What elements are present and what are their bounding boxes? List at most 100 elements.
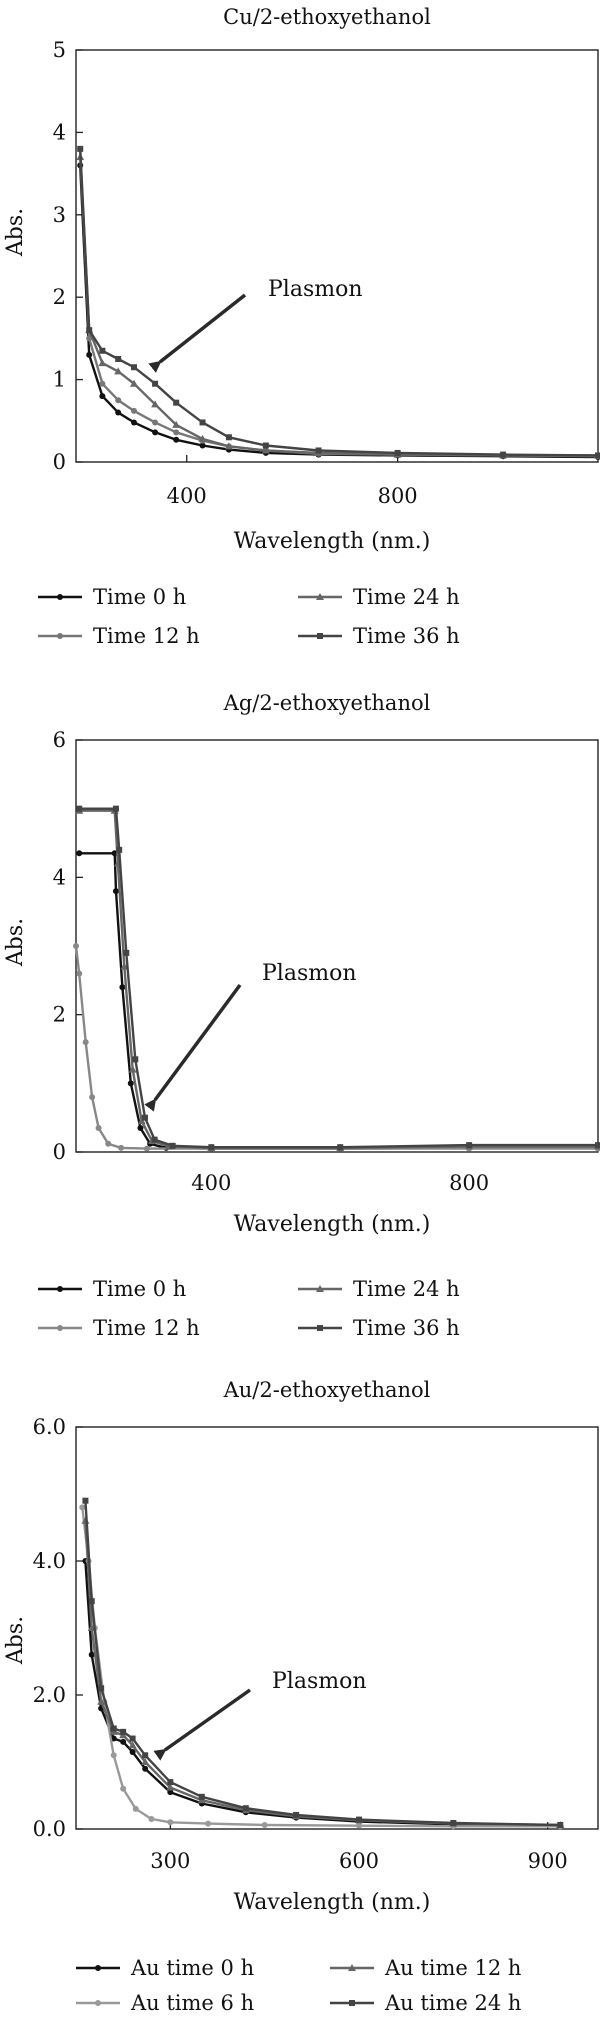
plasmon-annotation: Plasmon <box>262 961 357 986</box>
data-point <box>225 434 232 441</box>
data-point <box>152 419 159 426</box>
data-point <box>450 1819 457 1826</box>
data-point <box>141 1114 148 1121</box>
legend-label: Time 12 h <box>93 624 200 648</box>
series-1 <box>76 850 600 1152</box>
y-tick-label: 5 <box>53 38 66 62</box>
y-tick-label: 6.0 <box>33 1415 66 1439</box>
x-tick-label: 900 <box>528 1849 568 1873</box>
series-2 <box>77 145 600 460</box>
chart-legend: Time 0 h Time 24 h Time 12 h Time 36 h <box>38 585 460 648</box>
y-tick-label: 1 <box>53 368 66 392</box>
y-tick-label: 4 <box>53 865 66 889</box>
data-point <box>120 1728 127 1735</box>
data-point <box>123 949 130 956</box>
series-line <box>79 148 599 458</box>
legend-item: Au time 6 h <box>76 1991 254 2015</box>
data-point <box>99 347 106 354</box>
data-point <box>132 1056 139 1063</box>
series-line <box>84 1500 561 1827</box>
y-tick-label: 3 <box>53 203 66 227</box>
legend-marker <box>57 1325 63 1331</box>
legend-label: Time 0 h <box>93 1277 186 1301</box>
x-axis-label: Wavelength (nm.) <box>234 1890 431 1915</box>
legend-item: Au time 12 h <box>330 1956 521 1980</box>
series-1 <box>77 162 600 461</box>
data-point <box>173 429 180 436</box>
data-point <box>141 1758 150 1765</box>
series-line <box>79 148 599 457</box>
data-point <box>112 805 119 812</box>
data-point <box>110 1752 117 1759</box>
series-line <box>79 807 598 1149</box>
chart-panel-1: Cu/2-ethoxyethanol 0 1 2 3 4 5 400 800 Wavelength… <box>3 5 600 648</box>
data-point <box>152 429 159 436</box>
legend-label: Au time 6 h <box>130 1991 254 2015</box>
plasmon-arrow <box>148 293 247 373</box>
data-point <box>76 850 83 857</box>
data-point <box>205 1820 212 1827</box>
data-point <box>137 1124 144 1131</box>
x-tick-label: 400 <box>167 484 207 508</box>
series-4 <box>76 805 600 1151</box>
legend-item: Time 12 h <box>38 1316 200 1340</box>
data-point <box>199 419 206 426</box>
x-tick-label: 400 <box>191 1171 231 1195</box>
y-tick-label: 4 <box>53 120 66 144</box>
y-tick-label: 0 <box>53 450 66 474</box>
legend-item: Time 12 h <box>38 624 200 648</box>
data-point <box>169 1142 176 1149</box>
data-point <box>76 805 83 812</box>
chart-panel-2: Ag/2-ethoxyethanol 0 2 4 6 400 800 Wavelength (… <box>3 691 600 1340</box>
data-point <box>76 970 83 977</box>
legend-marker <box>57 633 63 639</box>
legend-item: Time 24 h <box>298 1277 460 1301</box>
data-point <box>88 1651 95 1658</box>
series-line <box>79 852 598 1150</box>
data-point <box>208 1144 215 1151</box>
plot-frame <box>75 739 599 1153</box>
data-point <box>172 420 181 428</box>
x-tick-label: 300 <box>150 1849 190 1873</box>
data-point <box>127 1080 134 1087</box>
data-point <box>142 1752 149 1759</box>
data-point <box>115 409 122 416</box>
data-point <box>242 1805 249 1812</box>
data-point <box>148 1815 155 1822</box>
y-tick-label: 2.0 <box>33 1683 66 1707</box>
data-point <box>88 1598 95 1605</box>
chart-legend: Time 0 h Time 24 h Time 12 h Time 36 h <box>38 1277 460 1340</box>
legend-label: Time 24 h <box>353 585 460 609</box>
y-axis-label: Abs. <box>3 918 28 967</box>
legend-item: Au time 24 h <box>330 1991 521 2015</box>
data-point <box>394 449 401 456</box>
y-axis-label: Abs. <box>3 1616 28 1665</box>
legend-label: Time 36 h <box>353 1316 460 1340</box>
series-4 <box>82 1497 564 1828</box>
data-point <box>337 1144 344 1151</box>
x-tick-label: 600 <box>339 1849 379 1873</box>
data-point <box>557 1821 564 1828</box>
data-point <box>115 356 122 362</box>
data-point <box>82 1497 89 1504</box>
data-point <box>131 419 137 426</box>
data-point <box>293 1811 300 1818</box>
chart-title: Cu/2-ethoxyethanol <box>223 5 431 29</box>
data-point <box>261 1821 268 1828</box>
data-point <box>152 380 159 387</box>
data-point <box>261 446 270 454</box>
data-point <box>128 1065 137 1073</box>
data-point <box>262 442 269 449</box>
legend-item: Time 0 h <box>38 1277 186 1301</box>
legend-marker <box>317 633 323 639</box>
legend-marker <box>348 1964 356 1971</box>
data-point <box>129 1748 136 1755</box>
plasmon-annotation: Plasmon <box>272 1669 367 1694</box>
legend-marker <box>95 1965 101 1971</box>
data-point <box>466 1142 473 1149</box>
series-line <box>79 157 598 457</box>
legend-label: Time 24 h <box>353 1277 460 1301</box>
y-tick-label: 2 <box>53 1003 66 1027</box>
legend-label: Time 0 h <box>93 585 186 609</box>
